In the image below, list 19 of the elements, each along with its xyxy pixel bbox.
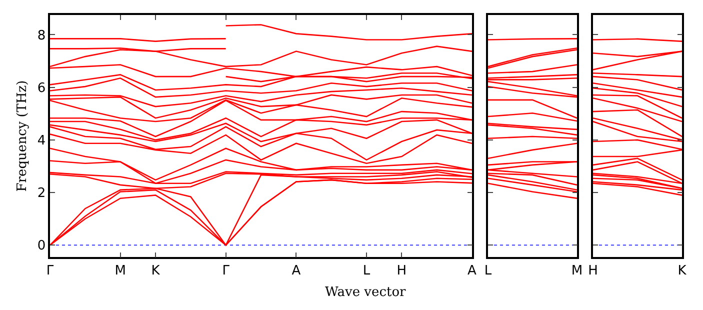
x-tick-label: H bbox=[588, 263, 598, 278]
x-tick-label: A bbox=[292, 263, 301, 278]
x-axis-title: Wave vector bbox=[325, 285, 407, 300]
x-tick-label: M bbox=[114, 263, 126, 278]
x-tick-label: Γ bbox=[46, 263, 54, 278]
y-tick-label: 8 bbox=[37, 28, 46, 44]
y-tick-label: 4 bbox=[37, 134, 46, 148]
x-tick-label: H bbox=[396, 263, 407, 278]
x-tick-label: K bbox=[151, 263, 160, 278]
y-tick-label: 0 bbox=[37, 238, 46, 254]
x-tick-label: L bbox=[362, 263, 371, 278]
y-tick-label: 6 bbox=[37, 80, 46, 96]
x-tick-label: M bbox=[571, 263, 583, 278]
x-tick-label: K bbox=[678, 263, 687, 278]
x-tick-label: Γ bbox=[222, 263, 230, 278]
y-tick-label: 2 bbox=[37, 186, 46, 202]
y-axis-title: Frequency (THz) bbox=[14, 80, 30, 192]
x-tick-label: A bbox=[468, 263, 477, 278]
x-tick-label: L bbox=[484, 263, 492, 278]
